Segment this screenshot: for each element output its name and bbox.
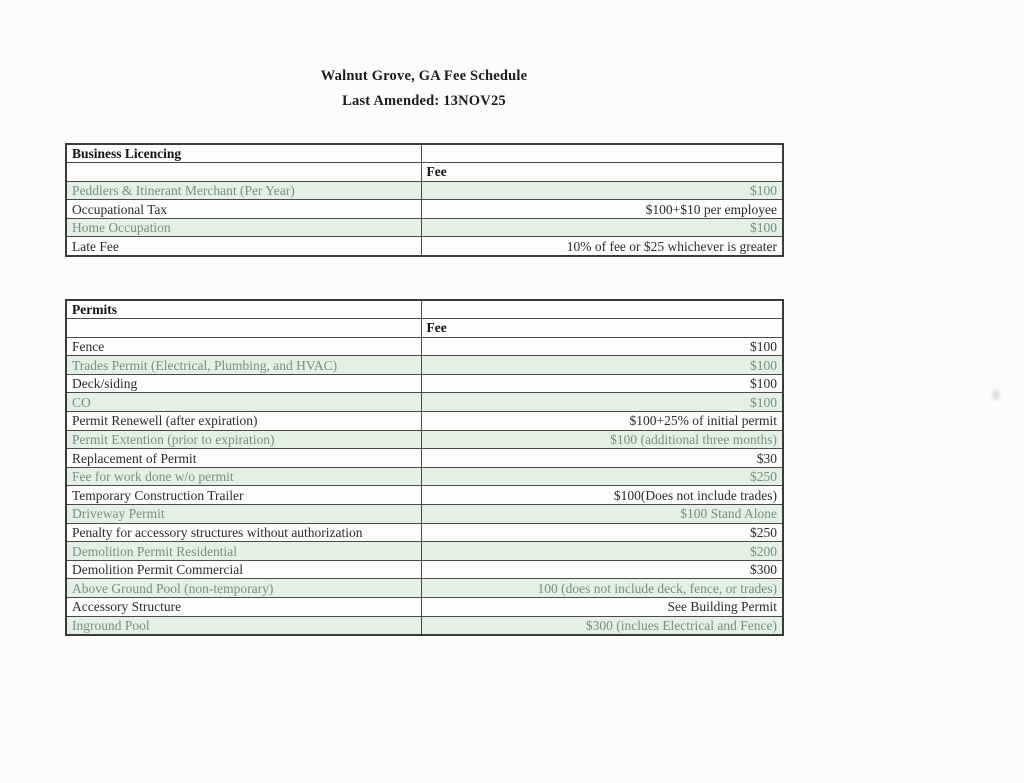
fee-value: 10% of fee or $25 whichever is greater [420, 236, 784, 257]
fee-value: $100 Stand Alone [420, 504, 784, 524]
business-licencing-rows: Peddlers & Itinerant Merchant (Per Year)… [65, 180, 784, 257]
fee-column-header: Fee [420, 318, 784, 338]
fee-item-label: Inground Pool [65, 615, 422, 636]
fee-value: $100 [420, 373, 784, 394]
fee-value: $100 [420, 355, 784, 375]
business-licencing-table: Business Licencing Fee Peddlers & Itiner… [65, 143, 784, 257]
fee-value: $100 [420, 336, 784, 357]
fee-item-label: Demolition Permit Commercial [65, 559, 422, 580]
fee-item-label: Fee for work done w/o permit [65, 466, 422, 487]
fee-row: Peddlers & Itinerant Merchant (Per Year)… [65, 180, 784, 201]
fee-row: Inground Pool $300 (inclues Electrical an… [65, 615, 784, 636]
fee-header-row: Fee [65, 162, 784, 182]
fee-item-label: Peddlers & Itinerant Merchant (Per Year) [65, 180, 422, 201]
fee-value: $30 [420, 448, 784, 468]
permits-rows: Fence $100 Trades Permit (Electrical, Plum… [65, 336, 784, 636]
fee-row: Demolition Permit Residential $200 [65, 541, 784, 561]
fee-row: Above Ground Pool (non-temporary) 100 (do… [65, 578, 784, 598]
fee-row: Permit Extention (prior to expiration) $1… [65, 429, 784, 450]
empty-cell [65, 162, 422, 182]
fee-column-header: Fee [420, 162, 784, 182]
fee-value: $100+25% of initial permit [420, 411, 784, 431]
fee-item-label: Permit Extention (prior to expiration) [65, 429, 422, 450]
fee-row: Deck/siding $100 [65, 373, 784, 394]
fee-value: $100 [420, 180, 784, 201]
fee-item-label: Temporary Construction Trailer [65, 485, 422, 506]
fee-value: $100+$10 per employee [420, 199, 784, 219]
fee-row: Trades Permit (Electrical, Plumbing, and… [65, 355, 784, 375]
fee-row: Replacement of Permit $30 [65, 448, 784, 468]
fee-value: $300 (inclues Electrical and Fence) [420, 615, 784, 636]
fee-row: CO $100 [65, 392, 784, 413]
fee-item-label: Above Ground Pool (non-temporary) [65, 578, 422, 598]
section-title: Permits [65, 299, 422, 320]
fee-value: $250 [420, 466, 784, 487]
fee-item-label: Demolition Permit Residential [65, 541, 422, 561]
fee-value: $100 [420, 392, 784, 413]
fee-item-label: Driveway Permit [65, 504, 422, 524]
fee-row: Accessory Structure See Building Permit [65, 597, 784, 617]
fee-item-label: Trades Permit (Electrical, Plumbing, and… [65, 355, 422, 375]
fee-item-label: Replacement of Permit [65, 448, 422, 468]
fee-item-label: Home Occupation [65, 217, 422, 238]
fee-row: Late Fee 10% of fee or $25 whichever is g… [65, 236, 784, 257]
empty-header-cell [420, 299, 784, 320]
empty-cell [65, 318, 422, 338]
fee-value: See Building Permit [420, 597, 784, 617]
fee-item-label: Fence [65, 336, 422, 357]
fee-item-label: Accessory Structure [65, 597, 422, 617]
fee-value: $200 [420, 541, 784, 561]
fee-row: Occupational Tax $100+$10 per employee [65, 199, 784, 219]
fee-row: Permit Renewell (after expiration) $100+2… [65, 411, 784, 431]
permits-table: Permits Fee Fence $100 Trades Permit (Elec… [65, 299, 784, 636]
fee-row: Fence $100 [65, 336, 784, 357]
fee-value: $100 (additional three months) [420, 429, 784, 450]
document-title: Walnut Grove, GA Fee Schedule [320, 68, 528, 84]
section-header-row: Permits [65, 299, 784, 320]
fee-row: Fee for work done w/o permit $250 [65, 466, 784, 487]
fee-row: Temporary Construction Trailer $100(Does … [65, 485, 784, 506]
fee-item-label: Late Fee [65, 236, 422, 257]
fee-item-label: Penalty for accessory structures without… [65, 522, 422, 543]
scan-artifact [992, 390, 1000, 400]
fee-value: $300 [420, 559, 784, 580]
title-block: Walnut Grove, GA Fee Schedule Last Amend… [0, 64, 848, 114]
fee-row: Penalty for accessory structures without… [65, 522, 784, 543]
fee-row: Demolition Permit Commercial $300 [65, 559, 784, 580]
fee-item-label: Deck/siding [65, 373, 422, 394]
fee-item-label: Permit Renewell (after expiration) [65, 411, 422, 431]
fee-value: $100(Does not include trades) [420, 485, 784, 506]
fee-item-label: Occupational Tax [65, 199, 422, 219]
fee-item-label: CO [65, 392, 422, 413]
fee-header-row: Fee [65, 318, 784, 338]
fee-value: 100 (does not include deck, fence, or tr… [420, 578, 784, 598]
fee-value: $250 [420, 522, 784, 543]
section-title: Business Licencing [65, 143, 422, 164]
document-subtitle: Last Amended: 13NOV25 [342, 93, 506, 109]
empty-header-cell [420, 143, 784, 164]
section-header-row: Business Licencing [65, 143, 784, 164]
fee-row: Home Occupation $100 [65, 217, 784, 238]
fee-value: $100 [420, 217, 784, 238]
fee-row: Driveway Permit $100 Stand Alone [65, 504, 784, 524]
